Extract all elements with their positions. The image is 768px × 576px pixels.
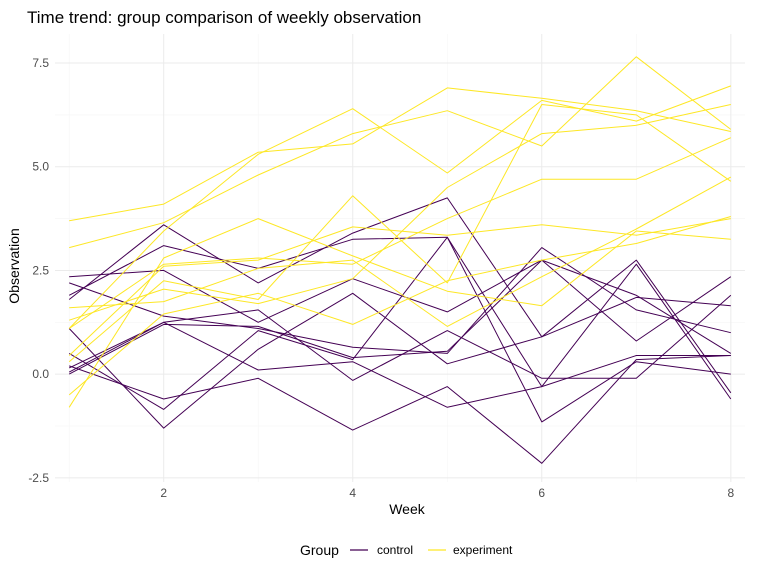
series-line-experiment-19 <box>68 216 731 396</box>
series-line-control-3 <box>69 259 732 342</box>
series-line-control-10 <box>68 321 731 408</box>
series-line-control-5 <box>68 259 732 375</box>
legend-label-experiment: experiment <box>453 543 513 557</box>
x-tick-label: 6 <box>538 486 545 500</box>
x-tick-label: 8 <box>727 486 734 500</box>
series-line-control-9 <box>68 236 732 400</box>
legend: Group control experiment <box>300 542 513 558</box>
x-tick-label: 4 <box>349 486 356 500</box>
grid <box>55 34 745 482</box>
y-tick-label: 7.5 <box>32 56 49 70</box>
chart-title: Time trend: group comparison of weekly o… <box>27 8 421 27</box>
x-axis-title: Week <box>389 501 426 517</box>
series-line-control-6 <box>68 236 731 423</box>
y-tick-label: -2.5 <box>28 471 49 485</box>
y-tick-label: 0.0 <box>32 367 49 381</box>
y-axis-title: Observation <box>6 228 22 303</box>
series-line-experiment-17 <box>68 218 731 408</box>
series-line-experiment-18 <box>68 218 731 356</box>
series-line-control-1 <box>69 355 731 464</box>
series-line-control-7 <box>68 294 732 381</box>
series-line-experiment-13 <box>68 85 731 329</box>
series-line-experiment-12 <box>69 56 732 249</box>
series-line-experiment-14 <box>69 104 731 321</box>
y-tick-label: 5.0 <box>32 160 49 174</box>
x-tick-label: 2 <box>160 486 167 500</box>
series-line-experiment-11 <box>69 87 731 222</box>
series-line-control-4 <box>68 197 731 338</box>
series-line-experiment-20 <box>69 176 732 327</box>
series-line-control-2 <box>68 259 732 429</box>
series-line-control-8 <box>69 247 731 354</box>
series-lines <box>68 56 732 464</box>
legend-title: Group <box>300 542 339 558</box>
series-line-experiment-15 <box>68 137 732 329</box>
axis-ticks: 2 4 6 8 -2.5 0.0 2.5 5.0 7.5 <box>28 56 734 500</box>
y-tick-label: 2.5 <box>32 263 49 277</box>
series-line-experiment-16 <box>68 104 732 363</box>
legend-label-control: control <box>377 543 413 557</box>
